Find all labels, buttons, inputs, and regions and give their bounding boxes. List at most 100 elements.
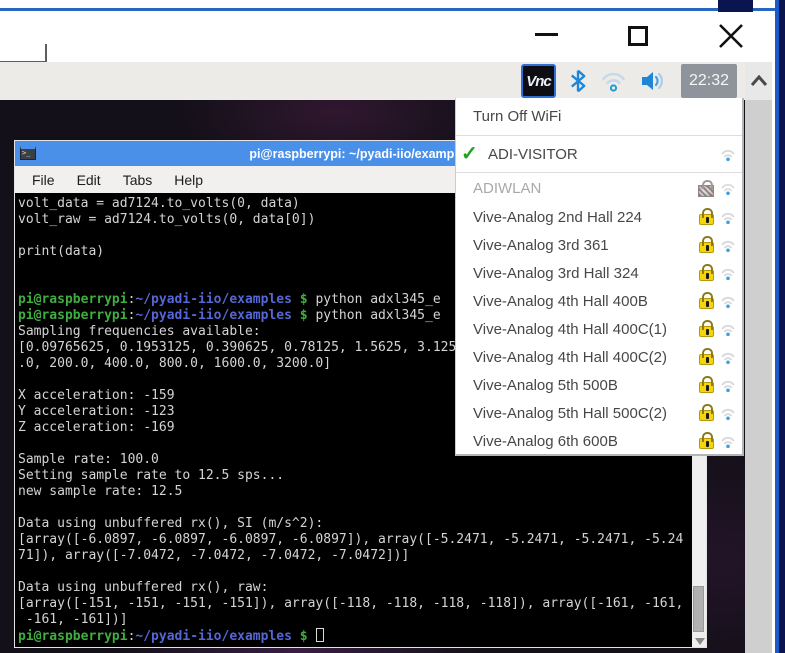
wifi-menu: Turn Off WiFi ✓ ADI-VISITOR ADIWLAN	[455, 98, 744, 456]
network-row-icons	[698, 173, 736, 203]
wifi-signal-icon	[721, 408, 735, 420]
network-label: Vive-Analog 4th Hall 400B	[473, 292, 648, 310]
terminal-scrollbar-thumb[interactable]	[693, 586, 704, 632]
menu-item-connected-network[interactable]: ✓ ADI-VISITOR	[456, 136, 742, 172]
wifi-network-item[interactable]: Vive-Analog 3rd Hall 324	[456, 259, 742, 287]
menu-item-file[interactable]: File	[32, 171, 55, 188]
wifi-network-item[interactable]: Vive-Analog 4th Hall 400C(2)	[456, 343, 742, 371]
menu-item-turn-off-wifi[interactable]: Turn Off WiFi	[456, 98, 742, 135]
terminal-line: volt_raw = ad7124.to_volts(0, data[0])	[18, 212, 316, 227]
terminal-line: pi@raspberrypi:~/pyadi-iio/examples $	[18, 628, 706, 644]
terminal-line: print(data)	[18, 244, 105, 259]
network-row-icons	[699, 371, 736, 399]
wifi-network-item[interactable]: Vive-Analog 2nd Hall 224	[456, 203, 742, 231]
lock-icon	[699, 264, 714, 281]
cert-lock-icon	[698, 179, 714, 197]
lock-icon	[699, 292, 714, 309]
lock-icon	[699, 320, 714, 337]
prompt-dollar: $	[291, 629, 316, 644]
wifi-tray-icon[interactable]	[600, 69, 627, 93]
scroll-up-button[interactable]	[745, 62, 772, 100]
lock-icon	[699, 208, 714, 225]
terminal-line: [array([-151, -151, -151, -151]), array(…	[18, 596, 684, 611]
network-row-icons	[699, 203, 736, 231]
terminal-line: 71]), array([-7.0472, -7.0472, -7.0472, …	[18, 548, 410, 563]
connected-network-label: ADI-VISITOR	[488, 145, 578, 163]
prompt-separator: :	[127, 308, 136, 323]
prompt-separator: :	[127, 292, 136, 307]
check-icon: ✓	[461, 143, 478, 165]
menu-item-edit[interactable]: Edit	[76, 171, 101, 188]
vnc-tray-icon[interactable]: Vnc	[521, 64, 556, 98]
prompt-path: ~/pyadi-iio/examples	[135, 292, 292, 307]
lock-icon	[699, 376, 714, 393]
wifi-network-item[interactable]: Vive-Analog 5th Hall 500C(2)	[456, 399, 742, 427]
network-row-icons	[699, 399, 736, 427]
network-label: Vive-Analog 6th 600B	[473, 432, 618, 450]
terminal-line: Sample rate: 100.0	[18, 452, 159, 467]
window-right-edge	[779, 0, 785, 653]
wifi-network-item[interactable]: Vive-Analog 4th Hall 400B	[456, 287, 742, 315]
window-maximize-button[interactable]	[628, 26, 648, 46]
wifi-network-item[interactable]: Vive-Analog 3rd 361	[456, 231, 742, 259]
terminal-line: -161, -161])]	[18, 612, 128, 627]
wifi-signal-icon	[721, 324, 735, 336]
wifi-signal-icon	[721, 436, 735, 448]
wifi-network-item[interactable]: Vive-Analog 4th Hall 400C(1)	[456, 315, 742, 343]
network-label: Vive-Analog 4th Hall 400C(1)	[473, 320, 667, 338]
wifi-signal-icon	[721, 296, 735, 308]
prompt-dollar: $	[291, 292, 316, 307]
network-label: Vive-Analog 3rd Hall 324	[473, 264, 639, 282]
terminal-line: new sample rate: 12.5	[18, 484, 183, 499]
prompt-user: pi@raspberrypi	[18, 308, 128, 323]
outer-scrollbar[interactable]	[745, 62, 772, 653]
window-corner-accent	[718, 0, 753, 12]
prompt-command: python adxl345_e	[315, 292, 441, 307]
tray-clock[interactable]: 22:32	[681, 64, 737, 98]
lock-icon	[699, 404, 714, 421]
menu-item-help[interactable]: Help	[174, 171, 204, 188]
wifi-signal-icon	[721, 149, 735, 161]
volume-tray-icon[interactable]	[640, 69, 668, 93]
window-minimize-button[interactable]	[535, 33, 558, 37]
prompt-user: pi@raspberrypi	[18, 292, 128, 307]
wifi-signal-icon	[721, 380, 735, 392]
terminal-line: pi@raspberrypi:~/pyadi-iio/examples $ py…	[18, 292, 706, 308]
wifi-signal-icon	[721, 268, 735, 280]
wifi-network-item[interactable]: Vive-Analog 6th 600B	[456, 427, 742, 455]
network-label: Vive-Analog 5th Hall 500C(2)	[473, 404, 667, 422]
bluetooth-icon[interactable]	[569, 68, 587, 94]
network-row-icons	[699, 343, 736, 371]
menu-separator	[456, 172, 742, 173]
scroll-down-icon[interactable]	[695, 638, 705, 645]
window-top-accent-line	[0, 8, 779, 11]
window-close-button[interactable]	[716, 21, 746, 51]
terminal-line: .0, 200.0, 400.0, 800.0, 1600.0, 3200.0]	[18, 356, 332, 371]
wifi-network-list: Vive-Analog 2nd Hall 224 Vive-Analog 3rd…	[456, 203, 742, 455]
system-tray: Vnc 22:32	[521, 62, 737, 100]
lock-icon	[699, 236, 714, 253]
lock-icon	[699, 348, 714, 365]
network-row-icons	[699, 287, 736, 315]
menu-item-adiwlan[interactable]: ADIWLAN	[456, 173, 742, 203]
adiwlan-label: ADIWLAN	[473, 179, 542, 197]
toolbar-tab-remnant	[0, 44, 47, 63]
terminal-line	[18, 564, 706, 580]
window-right-accent	[775, 0, 779, 653]
wifi-network-item[interactable]: Vive-Analog 5th 500B	[456, 371, 742, 399]
terminal-title: pi@raspberrypi: ~/pyadi-iio/examples	[249, 146, 472, 161]
terminal-line: Z acceleration: -169	[18, 420, 175, 435]
terminal-line: Setting sample rate to 12.5 sps...	[18, 468, 285, 483]
wifi-signal-icon	[721, 240, 735, 252]
prompt-user: pi@raspberrypi	[18, 629, 128, 644]
close-icon	[719, 24, 743, 48]
network-row-icons	[720, 136, 736, 172]
terminal-line: pi@raspberrypi:~/pyadi-iio/examples $ py…	[18, 308, 706, 324]
terminal-line	[18, 500, 706, 516]
menu-item-tabs[interactable]: Tabs	[122, 171, 153, 188]
terminal-lines: volt_data = ad7124.to_volts(0, data) volt…	[18, 196, 706, 644]
prompt-command: python adxl345_e	[315, 308, 441, 323]
terminal-line: Y acceleration: -123	[18, 404, 175, 419]
terminal-line: Sampling frequencies available:	[18, 324, 261, 339]
